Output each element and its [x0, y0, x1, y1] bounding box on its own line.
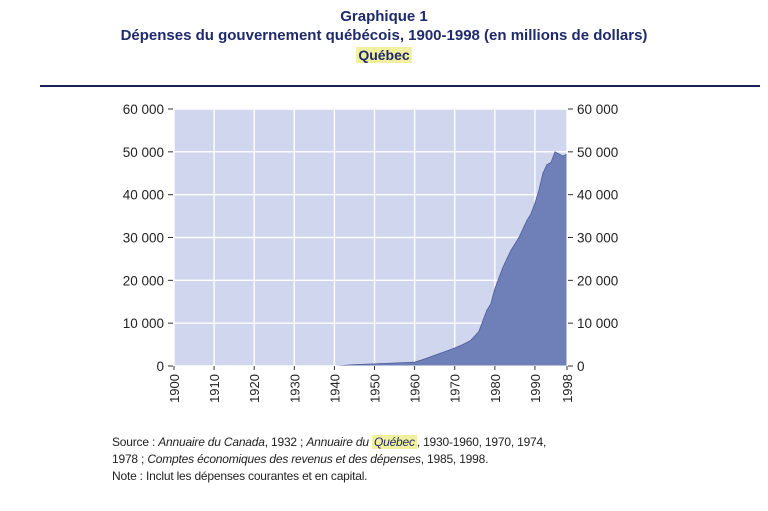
source-line-2: 1978 ; Comptes économiques des revenus e… [112, 451, 652, 468]
x-tick-label: 1990 [528, 374, 543, 403]
chart-label: Graphique 1 [340, 8, 428, 25]
x-tick-label: 1920 [247, 374, 262, 403]
x-tick-label: 1970 [448, 374, 463, 403]
y-tick-label-left: 10 000 [123, 316, 164, 331]
y-tick-label-left: 40 000 [123, 188, 164, 203]
y-tick-label-right: 0 [577, 359, 585, 374]
source-annuaire-canada: Annuaire du Canada [158, 435, 265, 449]
source-quebec-highlight: Québec [371, 435, 417, 449]
y-tick-label-left: 50 000 [123, 145, 164, 160]
source-text-8: , 1985, 1998. [420, 452, 489, 466]
chart-title: Dépenses du gouvernement québécois, 1900… [120, 27, 648, 44]
y-tick-label-right: 30 000 [577, 231, 618, 246]
source-comptes: Comptes économiques des revenus et des d… [147, 452, 421, 466]
x-tick-label: 1930 [287, 374, 302, 403]
source-text-5: , 1930-1960, 1970, 1974, [416, 435, 547, 449]
y-tick-label-left: 30 000 [123, 231, 164, 246]
source-text-6: 1978 ; [112, 452, 148, 466]
source-annuaire-quebec: Annuaire du [306, 435, 372, 449]
chart-header: Graphique 1 Dépenses du gouvernement qué… [0, 8, 768, 64]
x-tick-label: 1998 [560, 374, 575, 403]
source-text-2: , 1932 ; [264, 435, 307, 449]
plot-frame [173, 108, 568, 367]
x-tick-label: 1900 [167, 374, 182, 403]
x-tick-label: 1980 [488, 374, 503, 403]
y-tick-label-right: 20 000 [577, 273, 618, 288]
area-chart: 60 000 60 000 50 000 50 000 40 000 40 000 30 0… [123, 102, 619, 403]
source-label: Source : [112, 435, 156, 449]
y-tick-label-right: 50 000 [577, 145, 618, 160]
note-label: Note : [112, 469, 143, 483]
note-line: Note : Inclut les dépenses courantes et … [112, 468, 652, 485]
y-tick-label-left: 60 000 [123, 102, 164, 117]
source-note: Source : Annuaire du Canada, 1932 ; Annu… [112, 434, 652, 485]
chart-region: Québec [356, 47, 412, 63]
x-tick-label: 1950 [368, 374, 383, 403]
y-tick-label-left: 0 [156, 359, 164, 374]
y-tick-label-right: 60 000 [577, 102, 618, 117]
y-tick-label-right: 40 000 [577, 188, 618, 203]
header-rule [40, 85, 760, 87]
area-series [174, 151, 568, 367]
source-line-1: Source : Annuaire du Canada, 1932 ; Annu… [112, 434, 652, 451]
y-tick-label-right: 10 000 [577, 316, 618, 331]
x-tick-label: 1940 [327, 374, 342, 403]
x-tick-label: 1960 [408, 374, 423, 403]
x-tick-label: 1910 [207, 374, 222, 403]
y-tick-label-left: 20 000 [123, 273, 164, 288]
note-text: Inclut les dépenses courantes et en capi… [145, 469, 368, 483]
